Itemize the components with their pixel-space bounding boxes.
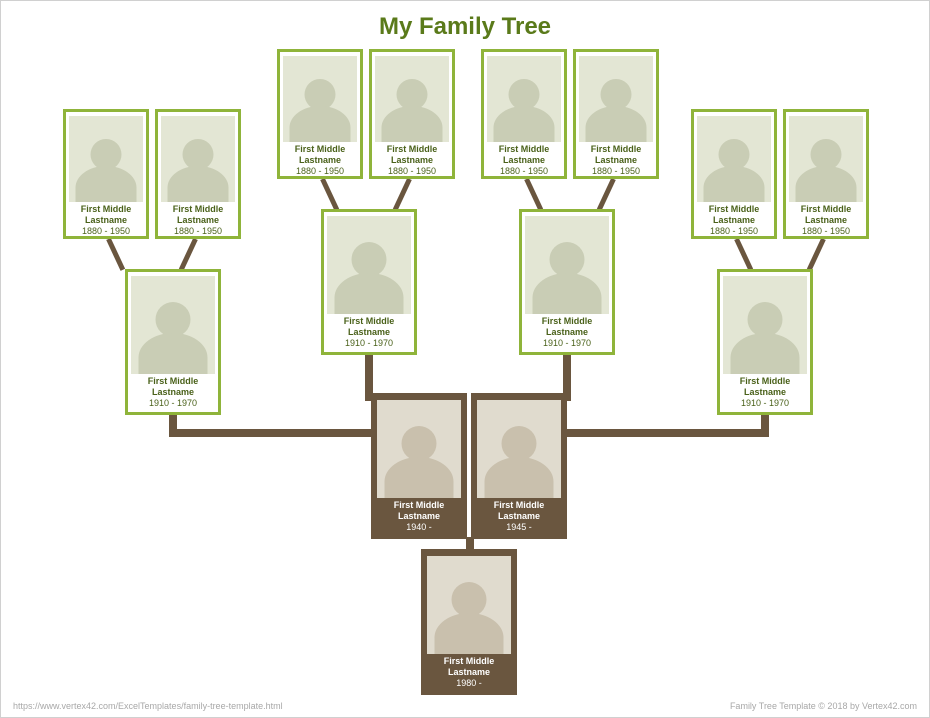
silhouette-icon	[731, 302, 800, 374]
silhouette-icon	[335, 242, 404, 314]
silhouette-icon	[586, 79, 647, 142]
person-photo-placeholder	[327, 216, 411, 314]
person-card-gg6: First MiddleLastname1880 - 1950	[573, 49, 659, 179]
person-photo-placeholder	[525, 216, 609, 314]
person-photo-placeholder	[69, 116, 143, 202]
silhouette-icon	[382, 79, 443, 142]
person-card-gg7: First MiddleLastname1880 - 1950	[691, 109, 777, 239]
person-label: First MiddleLastname1880 - 1950	[158, 204, 238, 241]
person-card-c1: First MiddleLastname1980 -	[421, 549, 517, 695]
tree-connector	[597, 178, 616, 211]
silhouette-icon	[796, 139, 857, 202]
tree-connector	[734, 238, 753, 271]
tree-connector	[524, 178, 543, 211]
person-photo-placeholder	[723, 276, 807, 374]
person-label: First MiddleLastname1880 - 1950	[66, 204, 146, 241]
tree-connector	[320, 178, 339, 211]
person-photo-placeholder	[283, 56, 357, 142]
person-label: First MiddleLastname1940 -	[374, 500, 464, 537]
tree-connector	[106, 238, 125, 271]
person-photo-placeholder	[161, 116, 235, 202]
person-photo-placeholder	[697, 116, 771, 202]
person-photo-placeholder	[789, 116, 863, 202]
silhouette-icon	[139, 302, 208, 374]
person-card-gg5: First MiddleLastname1880 - 1950	[481, 49, 567, 179]
person-photo-placeholder	[579, 56, 653, 142]
family-tree-page: My Family Tree First MiddleLastname1880 …	[0, 0, 930, 718]
person-label: First MiddleLastname1880 - 1950	[694, 204, 774, 241]
person-label: First MiddleLastname1910 - 1970	[522, 316, 612, 353]
footer-right: Family Tree Template © 2018 by Vertex42.…	[730, 701, 917, 711]
person-card-gg1: First MiddleLastname1880 - 1950	[63, 109, 149, 239]
person-label: First MiddleLastname1880 - 1950	[786, 204, 866, 241]
person-card-gg3: First MiddleLastname1880 - 1950	[277, 49, 363, 179]
tree-connector	[807, 238, 826, 271]
person-label: First MiddleLastname1910 - 1970	[720, 376, 810, 413]
person-card-g2: First MiddleLastname1910 - 1970	[321, 209, 417, 355]
person-card-p2: First MiddleLastname1945 -	[471, 393, 567, 539]
silhouette-icon	[494, 79, 555, 142]
person-photo-placeholder	[487, 56, 561, 142]
tree-connector	[761, 415, 769, 437]
silhouette-icon	[76, 139, 137, 202]
tree-connector	[563, 429, 761, 437]
person-label: First MiddleLastname1880 - 1950	[484, 144, 564, 181]
person-label: First MiddleLastname1880 - 1950	[372, 144, 452, 181]
person-card-gg8: First MiddleLastname1880 - 1950	[783, 109, 869, 239]
tree-connector	[169, 429, 379, 437]
silhouette-icon	[435, 582, 504, 654]
tree-connector	[393, 178, 412, 211]
person-label: First MiddleLastname1910 - 1970	[324, 316, 414, 353]
silhouette-icon	[533, 242, 602, 314]
silhouette-icon	[290, 79, 351, 142]
person-card-p1: First MiddleLastname1940 -	[371, 393, 467, 539]
silhouette-icon	[385, 426, 454, 498]
person-label: First MiddleLastname1910 - 1970	[128, 376, 218, 413]
person-card-g1: First MiddleLastname1910 - 1970	[125, 269, 221, 415]
person-photo-placeholder	[131, 276, 215, 374]
person-card-g4: First MiddleLastname1910 - 1970	[717, 269, 813, 415]
person-label: First MiddleLastname1880 - 1950	[576, 144, 656, 181]
silhouette-icon	[485, 426, 554, 498]
person-photo-placeholder	[427, 556, 511, 654]
person-photo-placeholder	[377, 400, 461, 498]
person-photo-placeholder	[375, 56, 449, 142]
person-photo-placeholder	[477, 400, 561, 498]
tree-connector	[179, 238, 198, 271]
person-card-gg2: First MiddleLastname1880 - 1950	[155, 109, 241, 239]
person-label: First MiddleLastname1980 -	[424, 656, 514, 693]
person-label: First MiddleLastname1945 -	[474, 500, 564, 537]
page-title: My Family Tree	[1, 13, 929, 41]
person-card-gg4: First MiddleLastname1880 - 1950	[369, 49, 455, 179]
footer-left: https://www.vertex42.com/ExcelTemplates/…	[13, 701, 283, 711]
person-label: First MiddleLastname1880 - 1950	[280, 144, 360, 181]
person-card-g3: First MiddleLastname1910 - 1970	[519, 209, 615, 355]
silhouette-icon	[168, 139, 229, 202]
silhouette-icon	[704, 139, 765, 202]
